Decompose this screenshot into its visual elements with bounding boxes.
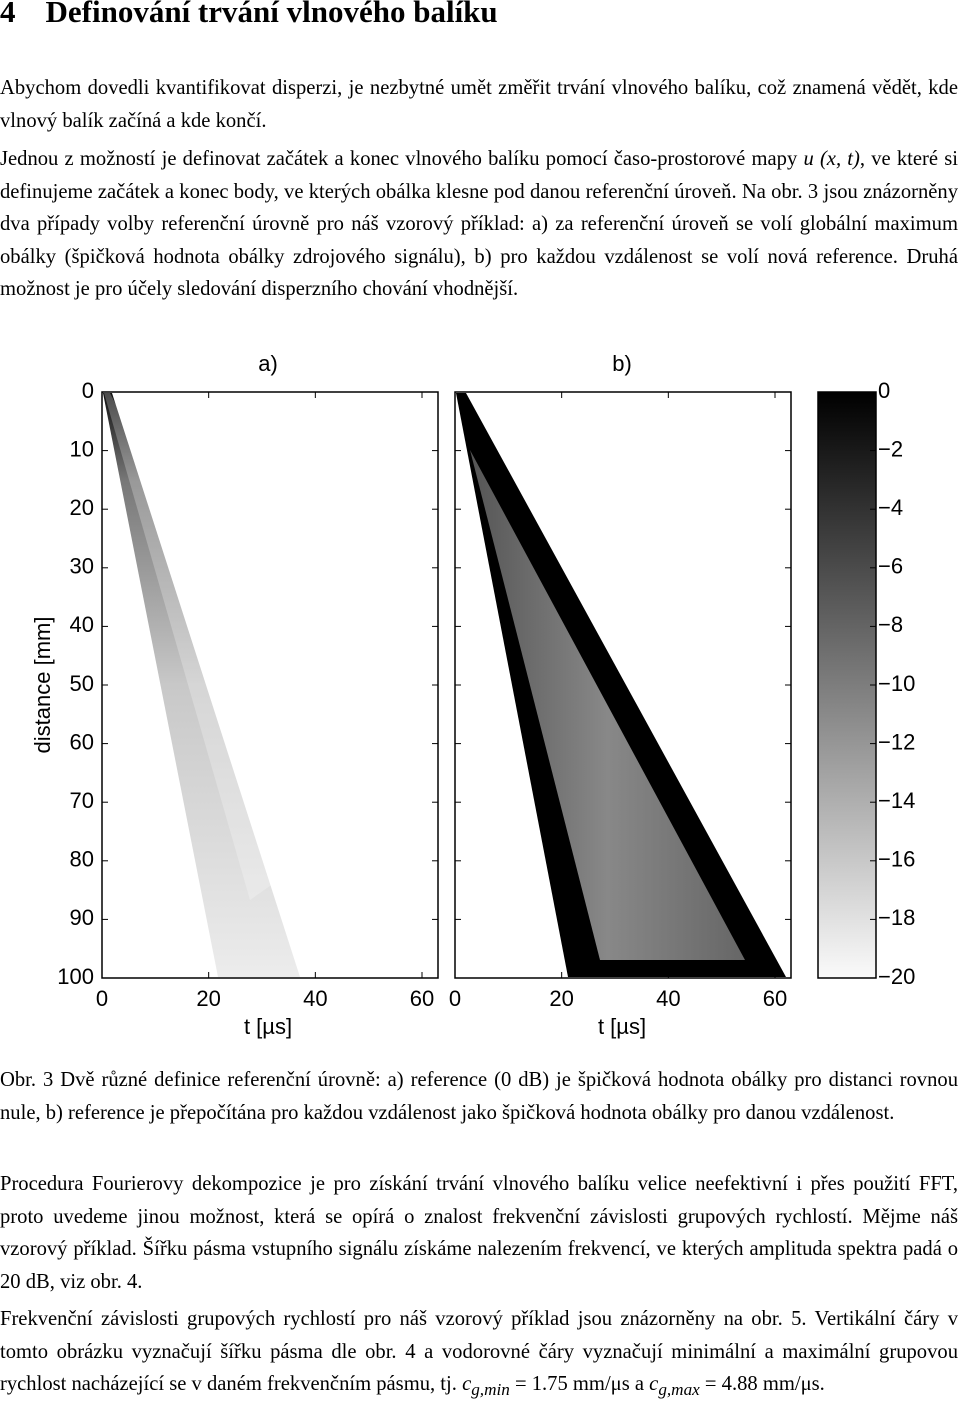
y-tick-label: 10	[70, 436, 94, 461]
colorbar-tick-label: 0	[878, 378, 890, 403]
x-tick-label: 20	[549, 986, 573, 1011]
y-tick-label: 90	[70, 905, 94, 930]
colorbar-tick-label: −8	[878, 612, 903, 637]
text: Procedura Fourierovy dekompozice je pro …	[0, 1173, 958, 1293]
section-number: 4	[0, 0, 16, 29]
colorbar-tick-label: −2	[878, 436, 903, 461]
y-tick-label: 100	[57, 964, 94, 989]
x-tick-label: 60	[763, 986, 787, 1011]
heatmap-a	[103, 393, 300, 977]
paragraph: Frekvenční závislosti grupových rychlost…	[0, 1303, 958, 1407]
colorbar-tick-label: −16	[878, 847, 915, 872]
panel-label: a)	[258, 351, 278, 376]
colorbar-tick-label: −12	[878, 729, 915, 754]
x-tick-label: 20	[196, 986, 220, 1011]
paragraph: Jednou z možností je definovat začátek a…	[0, 143, 958, 306]
text: = 1.75 mm/μs a	[509, 1373, 650, 1395]
paragraph: Procedura Fourierovy dekompozice je pro …	[0, 1168, 958, 1298]
y-tick-label: 20	[70, 495, 94, 520]
text: Abychom dovedli kvantifikovat disperzi, …	[0, 77, 958, 132]
heatmap-b	[456, 393, 786, 977]
x-tick-label: 0	[449, 986, 461, 1011]
x-axis-label: t [µs]	[244, 1014, 292, 1039]
x-axis-label: t [µs]	[598, 1014, 646, 1039]
colorbar	[818, 392, 876, 978]
x-tick-label: 60	[410, 986, 434, 1011]
x-tick-label: 40	[303, 986, 327, 1011]
figure: a) b) distance [mm] t [µs] t [µs] 0 10 20 3…	[30, 351, 916, 1039]
math: c	[649, 1373, 659, 1395]
text: Frekvenční závislosti grupových rychlost…	[0, 1308, 958, 1395]
y-tick-label: 60	[70, 729, 94, 754]
panel-label: b)	[612, 351, 632, 376]
math: c	[462, 1373, 472, 1395]
section-title: Definování trvání vlnového balíku	[45, 0, 498, 29]
colorbar-tick-label: −18	[878, 905, 915, 930]
y-tick-label: 40	[70, 612, 94, 637]
x-tick-label: 40	[656, 986, 680, 1011]
math-subscript: g,min	[471, 1380, 510, 1400]
y-tick-label: 70	[70, 788, 94, 813]
colorbar-tick-label: −20	[878, 964, 915, 989]
math: u (x, t)	[803, 148, 860, 170]
heatmap-b-inner	[470, 450, 745, 960]
y-axis-label: distance [mm]	[30, 617, 55, 754]
text: Obr. 3 Dvě různé definice referenční úro…	[0, 1069, 958, 1124]
text: , ve které si definujeme začátek a konec…	[0, 148, 958, 300]
colorbar-tick-label: −4	[878, 495, 903, 520]
y-tick-label: 80	[70, 847, 94, 872]
math-subscript: g,max	[658, 1380, 700, 1400]
y-tick-label: 30	[70, 554, 94, 579]
x-tick-label: 0	[96, 986, 108, 1011]
heatmap-a-fade	[104, 393, 335, 900]
text: = 4.88 mm/μs.	[699, 1373, 825, 1395]
y-tick-label: 0	[82, 378, 94, 403]
y-tick-label: 50	[70, 671, 94, 696]
colorbar-tick-label: −6	[878, 554, 903, 579]
colorbar-tick-label: −14	[878, 788, 915, 813]
caption: Obr. 3 Dvě různé definice referenční úro…	[0, 1064, 958, 1129]
section-heading: 4 Definování trvání vlnového balíku	[0, 0, 498, 30]
paragraph: Abychom dovedli kvantifikovat disperzi, …	[0, 72, 958, 137]
colorbar-tick-label: −10	[878, 671, 915, 696]
text: Jednou z možností je definovat začátek a…	[0, 148, 804, 170]
